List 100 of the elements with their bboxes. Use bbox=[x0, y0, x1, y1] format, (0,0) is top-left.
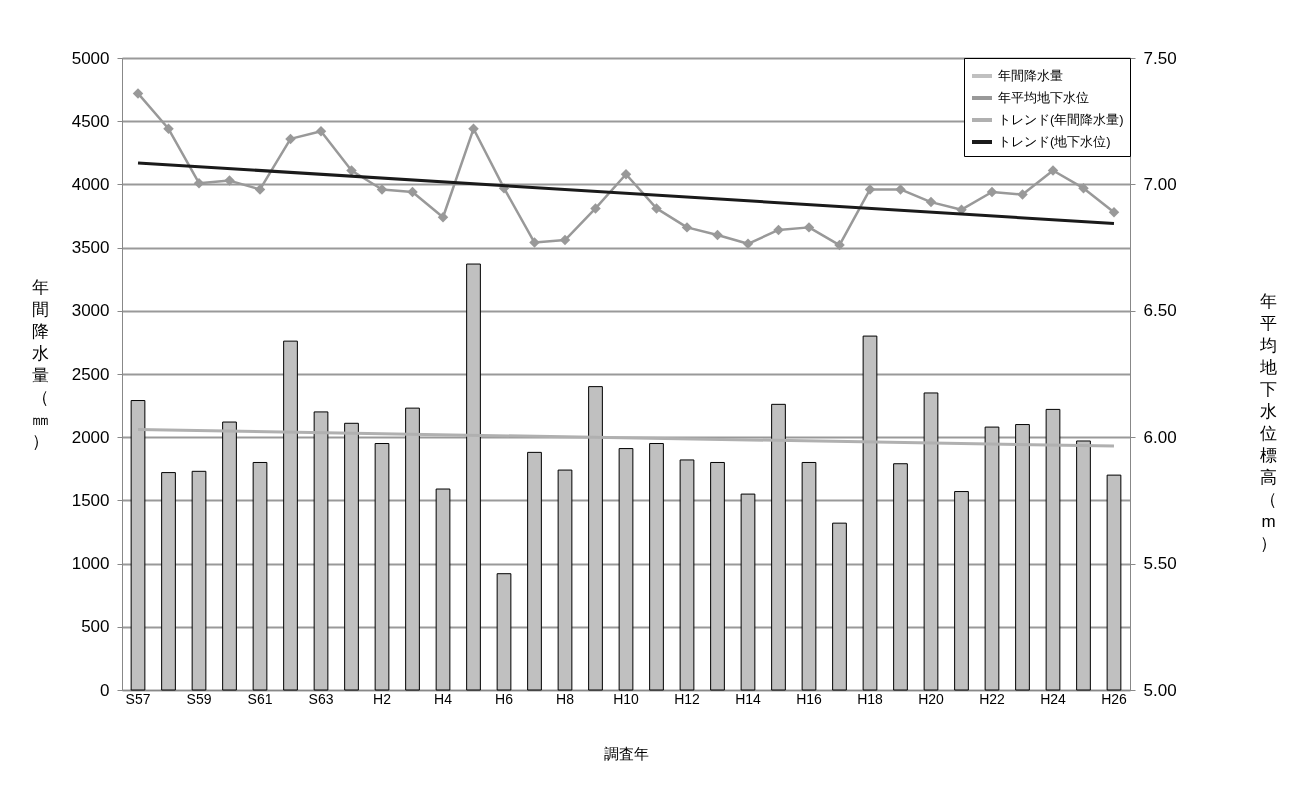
bar bbox=[862, 335, 878, 691]
x-tick-label: H20 bbox=[918, 690, 945, 707]
point bbox=[986, 186, 998, 198]
bar bbox=[984, 426, 1000, 691]
bar bbox=[191, 470, 207, 691]
point bbox=[224, 175, 235, 186]
x-tick-label: H22 bbox=[979, 690, 1006, 707]
x-tick-label: S61 bbox=[247, 690, 273, 707]
point bbox=[712, 229, 723, 241]
point bbox=[407, 186, 418, 198]
bar bbox=[801, 461, 817, 691]
point bbox=[346, 165, 357, 176]
point bbox=[285, 133, 296, 145]
x-tick-label: H26 bbox=[1101, 690, 1128, 707]
y2-tick-label: 7.50 bbox=[1143, 48, 1177, 68]
legend-label: トレンド(地下水位) bbox=[998, 134, 1111, 149]
bar bbox=[344, 422, 359, 691]
point bbox=[651, 203, 662, 214]
x-tick-label: H12 bbox=[674, 690, 701, 707]
x-tick-label: S63 bbox=[308, 690, 334, 707]
bar bbox=[252, 461, 268, 691]
bar bbox=[771, 403, 786, 691]
y-tick-label: 2000 bbox=[71, 427, 110, 447]
y-axis-title: 年間降水量（㎜） bbox=[32, 277, 49, 451]
y2-tick-label: 7.00 bbox=[1143, 174, 1177, 194]
x-tick-label: S57 bbox=[125, 690, 151, 707]
y2-tick-label: 6.50 bbox=[1143, 301, 1177, 321]
x-tick-label: H18 bbox=[857, 690, 884, 707]
point bbox=[773, 224, 784, 236]
y-tick-label: 4500 bbox=[71, 111, 110, 131]
point bbox=[590, 203, 601, 214]
bar bbox=[557, 469, 573, 691]
y-tick-label: 3000 bbox=[71, 301, 110, 321]
bar bbox=[466, 263, 481, 691]
bar bbox=[923, 392, 939, 691]
text: 年平均地下水位標高（m） bbox=[1260, 291, 1277, 553]
x-axis-title: 調査年 bbox=[604, 744, 649, 762]
point bbox=[803, 222, 815, 233]
x-tick-label: H10 bbox=[613, 690, 640, 707]
point bbox=[437, 212, 449, 223]
bar bbox=[222, 421, 237, 691]
point bbox=[681, 222, 693, 233]
bar bbox=[130, 400, 146, 691]
point bbox=[620, 169, 632, 180]
x-tick-label: H4 bbox=[434, 690, 453, 707]
y-tick-label: 1500 bbox=[71, 490, 110, 510]
y2-tick-label: 5.50 bbox=[1143, 554, 1177, 574]
y2-tick-label: 6.00 bbox=[1143, 427, 1177, 447]
bar bbox=[313, 411, 329, 691]
point bbox=[468, 123, 479, 135]
point bbox=[315, 126, 327, 137]
point bbox=[529, 237, 540, 248]
bar bbox=[527, 451, 542, 691]
point bbox=[376, 184, 388, 195]
bar bbox=[649, 443, 664, 691]
point bbox=[895, 184, 906, 195]
x-tick-label: H6 bbox=[495, 690, 514, 707]
bar bbox=[1106, 474, 1122, 691]
point bbox=[254, 184, 266, 195]
bar bbox=[1045, 408, 1061, 691]
legend-label: トレンド(年間降水量) bbox=[998, 112, 1124, 127]
x-tick-label: H2 bbox=[373, 690, 392, 707]
x-tick-label: S59 bbox=[186, 690, 212, 707]
bar bbox=[374, 443, 390, 691]
bar bbox=[1076, 440, 1091, 691]
bar bbox=[832, 522, 847, 691]
x-tick-label: H14 bbox=[735, 690, 762, 707]
point bbox=[1078, 182, 1089, 194]
point bbox=[559, 234, 571, 246]
x-tick-label: H16 bbox=[796, 690, 823, 707]
bar bbox=[710, 461, 725, 691]
x-tick-label: H24 bbox=[1040, 690, 1067, 707]
bar bbox=[740, 493, 756, 691]
bar bbox=[1015, 424, 1030, 691]
point bbox=[925, 196, 937, 208]
bar bbox=[679, 459, 695, 691]
point bbox=[132, 88, 144, 99]
bar bbox=[893, 463, 908, 691]
point bbox=[1047, 165, 1059, 176]
y-tick-label: 1000 bbox=[71, 554, 110, 574]
bar bbox=[161, 472, 176, 691]
y-tick-label: 3500 bbox=[71, 238, 110, 258]
bar bbox=[618, 448, 634, 691]
y-tick-label: 5000 bbox=[71, 48, 110, 68]
bar bbox=[954, 491, 969, 691]
legend-label: 年平均地下水位 bbox=[998, 90, 1089, 105]
y-tick-label: 2500 bbox=[71, 364, 110, 384]
legend-label: 年間降水量 bbox=[998, 68, 1063, 83]
point bbox=[834, 239, 845, 251]
bar bbox=[435, 488, 451, 691]
point bbox=[864, 184, 876, 195]
y-tick-label: 500 bbox=[81, 617, 110, 637]
y2-tick-label: 5.00 bbox=[1143, 680, 1177, 700]
point bbox=[163, 123, 174, 135]
point bbox=[1108, 206, 1120, 218]
x-tick-label: H8 bbox=[556, 690, 575, 707]
bar bbox=[588, 386, 603, 691]
point bbox=[1017, 189, 1028, 200]
bar bbox=[405, 407, 420, 691]
y-tick-label: 0 bbox=[100, 680, 110, 700]
